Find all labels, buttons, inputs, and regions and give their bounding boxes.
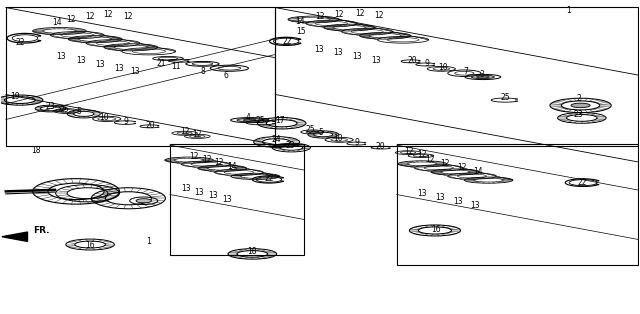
Text: 11: 11 bbox=[172, 62, 181, 71]
Text: 20: 20 bbox=[376, 142, 385, 150]
Text: 2: 2 bbox=[576, 94, 581, 103]
Text: 12: 12 bbox=[103, 10, 113, 19]
Text: 22: 22 bbox=[264, 174, 274, 183]
Text: FR.: FR. bbox=[33, 226, 49, 236]
Text: 12: 12 bbox=[457, 163, 467, 171]
Text: 22: 22 bbox=[577, 177, 587, 187]
Text: 6: 6 bbox=[224, 71, 228, 79]
Text: 12: 12 bbox=[66, 15, 76, 24]
Text: 15: 15 bbox=[296, 27, 306, 36]
Text: 7: 7 bbox=[463, 67, 468, 76]
Text: 12: 12 bbox=[355, 9, 364, 18]
Text: 12: 12 bbox=[374, 11, 383, 20]
Text: 19: 19 bbox=[10, 92, 20, 100]
Text: 25: 25 bbox=[60, 105, 69, 114]
Text: 23: 23 bbox=[286, 141, 296, 150]
Ellipse shape bbox=[571, 103, 590, 108]
Polygon shape bbox=[2, 232, 28, 241]
Text: 13: 13 bbox=[114, 64, 124, 73]
Text: 24: 24 bbox=[272, 135, 282, 144]
Ellipse shape bbox=[136, 199, 152, 203]
Text: 12: 12 bbox=[85, 13, 95, 21]
Text: 12: 12 bbox=[417, 150, 427, 159]
Text: 8: 8 bbox=[200, 67, 205, 76]
Text: 12: 12 bbox=[193, 130, 202, 139]
Ellipse shape bbox=[237, 118, 262, 122]
Text: 5: 5 bbox=[76, 107, 81, 116]
Text: 23: 23 bbox=[574, 110, 584, 119]
Text: 14: 14 bbox=[295, 17, 305, 25]
Text: 22: 22 bbox=[282, 37, 292, 46]
Text: 13: 13 bbox=[417, 189, 427, 198]
Text: 13: 13 bbox=[352, 52, 362, 61]
Text: 10: 10 bbox=[333, 134, 342, 143]
Text: 12: 12 bbox=[180, 127, 189, 136]
Text: 20: 20 bbox=[146, 121, 156, 130]
Text: 14: 14 bbox=[52, 18, 61, 27]
Text: 18: 18 bbox=[31, 146, 40, 155]
Text: 12: 12 bbox=[440, 159, 450, 168]
Text: 12: 12 bbox=[214, 159, 224, 167]
Text: 4: 4 bbox=[246, 113, 251, 122]
Text: 20: 20 bbox=[407, 56, 417, 65]
Text: 12: 12 bbox=[202, 155, 212, 164]
Text: 13: 13 bbox=[470, 201, 479, 210]
Text: 13: 13 bbox=[453, 197, 463, 206]
Text: 13: 13 bbox=[95, 60, 104, 69]
Text: 16: 16 bbox=[85, 241, 95, 250]
Text: 13: 13 bbox=[333, 48, 342, 57]
Text: 12: 12 bbox=[124, 13, 133, 21]
Text: 1: 1 bbox=[147, 237, 151, 246]
Text: 5: 5 bbox=[319, 128, 324, 137]
Text: 25: 25 bbox=[500, 93, 510, 102]
Text: 21: 21 bbox=[157, 59, 166, 68]
Text: 13: 13 bbox=[435, 193, 445, 202]
Text: 16: 16 bbox=[431, 225, 441, 234]
Text: 13: 13 bbox=[371, 56, 381, 65]
Text: 25: 25 bbox=[255, 116, 265, 125]
Text: 12: 12 bbox=[335, 10, 344, 19]
Text: 13: 13 bbox=[181, 184, 191, 193]
Text: 10: 10 bbox=[99, 113, 109, 122]
Text: 13: 13 bbox=[194, 187, 204, 197]
Text: 17: 17 bbox=[276, 116, 285, 125]
Text: 13: 13 bbox=[222, 195, 232, 204]
Text: 9: 9 bbox=[124, 117, 128, 126]
Text: 12: 12 bbox=[425, 155, 435, 164]
Text: 25: 25 bbox=[306, 125, 316, 134]
Text: 9: 9 bbox=[355, 138, 360, 147]
Text: 10: 10 bbox=[438, 63, 447, 72]
Ellipse shape bbox=[471, 75, 494, 78]
Text: 14: 14 bbox=[227, 162, 237, 171]
Text: 23: 23 bbox=[45, 102, 54, 111]
Text: 13: 13 bbox=[130, 68, 140, 77]
Text: 1: 1 bbox=[566, 6, 572, 14]
Text: 13: 13 bbox=[76, 56, 85, 65]
Text: 14: 14 bbox=[474, 166, 483, 176]
Text: 3: 3 bbox=[480, 70, 484, 79]
Text: 22: 22 bbox=[15, 38, 24, 47]
Text: 18: 18 bbox=[248, 247, 257, 256]
Text: 13: 13 bbox=[314, 45, 324, 54]
Text: 9: 9 bbox=[425, 59, 429, 68]
Text: 12: 12 bbox=[316, 12, 324, 21]
Text: 13: 13 bbox=[56, 52, 66, 62]
Text: 13: 13 bbox=[208, 191, 218, 200]
Text: 12: 12 bbox=[404, 147, 414, 156]
Text: 12: 12 bbox=[189, 152, 199, 161]
